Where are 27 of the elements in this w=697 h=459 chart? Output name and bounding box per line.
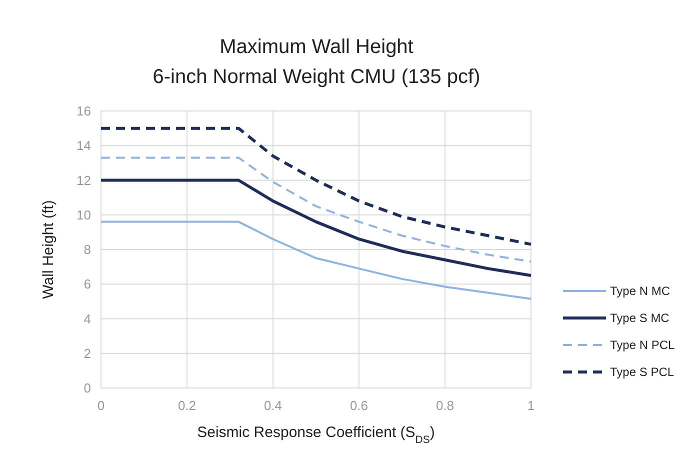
- legend-label: Type S MC: [610, 311, 670, 326]
- legend-label: Type N MC: [610, 284, 670, 298]
- y-tick-label: 0: [84, 380, 91, 396]
- chart-title: Maximum Wall Height: [220, 36, 414, 58]
- line-series: [100, 220, 532, 300]
- x-tick-label: 0.2: [178, 398, 196, 413]
- y-tick-label: 8: [84, 242, 91, 258]
- y-tick-label: 10: [76, 207, 91, 222]
- line-series: [100, 126, 532, 246]
- line-series: [100, 178, 532, 277]
- x-tick-label: 0: [97, 398, 105, 413]
- chart-subtitle: 6-inch Normal Weight CMU (135 pcf): [152, 66, 480, 88]
- y-axis-title: Wall Height (ft): [40, 200, 57, 299]
- x-tick-label: 0.8: [436, 398, 454, 413]
- x-tick-label: 0.6: [350, 398, 368, 413]
- line-series: [100, 156, 532, 263]
- y-tick-label: 6: [84, 276, 91, 292]
- legend-label: Type N PCL: [610, 338, 676, 352]
- y-tick-label: 4: [84, 311, 91, 326]
- legend-label: Type S PCL: [610, 365, 674, 380]
- x-axis-title: Seismic Response Coefficient (S$_{DS}$): [197, 424, 435, 446]
- y-tick-label: 16: [76, 104, 91, 119]
- y-tick-label: 2: [84, 346, 91, 361]
- y-tick-label: 12: [76, 172, 91, 188]
- x-tick-label: 1: [527, 398, 535, 413]
- x-tick-label: 0.4: [264, 398, 282, 413]
- y-tick-label: 14: [76, 138, 91, 154]
